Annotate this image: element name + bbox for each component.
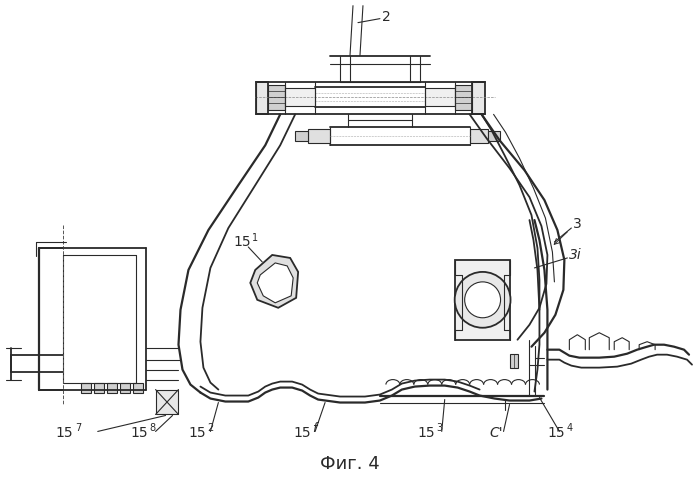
Polygon shape xyxy=(133,383,143,393)
Text: 15: 15 xyxy=(131,426,148,440)
Polygon shape xyxy=(268,85,285,110)
Polygon shape xyxy=(488,131,500,141)
Text: 1: 1 xyxy=(252,233,259,243)
Polygon shape xyxy=(295,131,308,141)
Polygon shape xyxy=(425,89,454,106)
Polygon shape xyxy=(510,354,517,367)
Text: f: f xyxy=(312,422,317,435)
Polygon shape xyxy=(308,129,330,143)
Text: 15: 15 xyxy=(189,426,206,440)
Polygon shape xyxy=(285,89,315,106)
Polygon shape xyxy=(470,129,488,143)
Text: 7: 7 xyxy=(75,423,81,433)
Polygon shape xyxy=(156,389,178,414)
Polygon shape xyxy=(120,383,129,393)
Polygon shape xyxy=(454,260,510,340)
Text: 4: 4 xyxy=(566,423,572,433)
Polygon shape xyxy=(81,383,91,393)
Text: 3: 3 xyxy=(573,217,582,231)
Circle shape xyxy=(465,282,500,318)
Polygon shape xyxy=(257,82,268,114)
Text: 2: 2 xyxy=(382,10,391,23)
Text: 15: 15 xyxy=(56,426,73,440)
Text: Фиг. 4: Фиг. 4 xyxy=(319,456,380,473)
Text: 15: 15 xyxy=(547,426,565,440)
Circle shape xyxy=(454,272,510,328)
Polygon shape xyxy=(107,383,117,393)
Text: 15: 15 xyxy=(233,235,251,249)
Text: C': C' xyxy=(489,426,503,440)
Polygon shape xyxy=(250,255,298,308)
Polygon shape xyxy=(94,383,103,393)
Text: 2: 2 xyxy=(208,423,214,433)
Text: 3: 3 xyxy=(437,423,443,433)
Text: 3i: 3i xyxy=(570,248,582,262)
Text: 15: 15 xyxy=(293,426,311,440)
Polygon shape xyxy=(472,82,484,114)
Polygon shape xyxy=(257,263,293,303)
Text: 8: 8 xyxy=(150,423,156,433)
Text: 15: 15 xyxy=(418,426,435,440)
Polygon shape xyxy=(454,85,472,110)
